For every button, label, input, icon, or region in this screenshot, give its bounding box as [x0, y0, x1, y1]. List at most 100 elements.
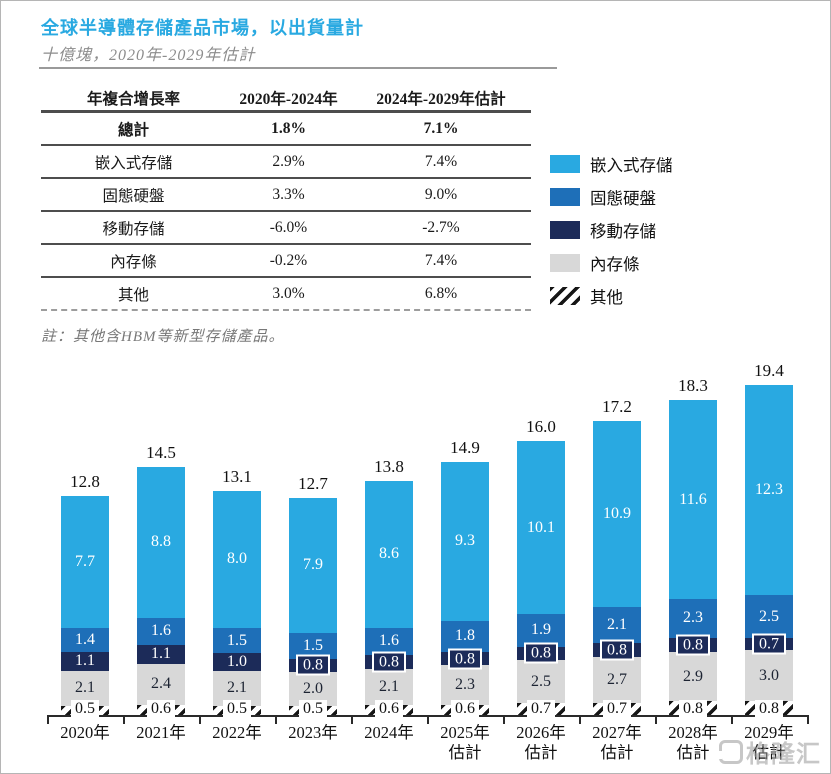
segment-value-label: 7.9 [303, 556, 323, 574]
bar-segment-other: 0.5 [61, 699, 109, 718]
bar-segment-ssd: 1.6 [137, 617, 185, 645]
x-axis-label-line: 2020年 [60, 723, 110, 742]
legend-label: 移動存儲 [590, 222, 656, 241]
row-cagr-2020-2024: 3.3% [272, 185, 305, 203]
x-axis-label-line: 估計 [676, 743, 710, 762]
legend-label: 其他 [590, 288, 623, 307]
segment-value-label: 0.8 [372, 651, 406, 673]
bar-segment-embedded: 8.0 [213, 490, 261, 628]
row-label: 內存條 [110, 253, 157, 271]
bar-segment-ssd: 1.4 [61, 627, 109, 652]
segment-value-label: 10.9 [603, 505, 631, 523]
segment-value-label: 1.6 [379, 632, 399, 650]
bar-total-label: 18.3 [678, 376, 708, 396]
bar-segment-ssd: 1.9 [517, 614, 565, 647]
segment-value-label: 2.1 [227, 679, 247, 697]
x-axis-label: 2025年 估計 [425, 723, 505, 763]
segment-value-label: 0.7 [603, 699, 631, 718]
watermark-text: 格隆汇 [746, 741, 821, 768]
bar-segment-embedded: 10.9 [593, 420, 641, 608]
bar-segment-other: 0.6 [137, 699, 185, 718]
cagr-header-metric: 年複合增長率 [86, 90, 180, 108]
segment-value-label: 2.9 [683, 667, 703, 685]
x-axis-tick [275, 715, 277, 724]
x-axis-tick [123, 715, 125, 724]
watermark: 格隆汇 [718, 734, 821, 769]
bar-segment-memory: 3.0 [745, 650, 793, 702]
bar-segment-memory: 2.1 [61, 670, 109, 707]
segment-value-label: 0.8 [676, 634, 710, 656]
bar-segment-mobile: 1.1 [137, 644, 185, 664]
bar-segment-other: 0.6 [441, 699, 489, 718]
legend-label: 固態硬盤 [590, 189, 656, 208]
x-axis-tick [655, 715, 657, 724]
row-label: 總計 [117, 121, 149, 139]
table-row: 嵌入式存儲 2.9% 7.4% [41, 146, 531, 179]
segment-value-label: 0.8 [448, 648, 482, 670]
row-label: 嵌入式存儲 [94, 154, 173, 172]
cagr-table: 年複合增長率 2020年-2024年 2024年-2029年估計 總計 1.8% 7… [41, 85, 531, 311]
legend-item: 嵌入式存儲 [550, 154, 673, 175]
row-cagr-2024-2029: 6.8% [424, 284, 458, 302]
bar-segment-ssd: 2.5 [745, 595, 793, 639]
x-axis-tick [731, 715, 733, 724]
row-cagr-2020-2024: -0.2% [269, 251, 308, 269]
bar-segment-mobile: 0.8 [289, 654, 337, 676]
segment-value-label: 1.1 [151, 645, 171, 663]
bar-segment-other: 0.8 [745, 699, 793, 718]
bar-segment-embedded: 7.9 [289, 497, 337, 633]
bar-segment-memory: 2.9 [669, 651, 717, 702]
bar-segment-other: 0.5 [213, 699, 261, 718]
table-row: 固態硬盤 3.3% 9.0% [41, 179, 531, 212]
segment-value-label: 0.6 [451, 699, 479, 718]
segment-value-label: 2.0 [303, 680, 323, 698]
bar-segment-memory: 2.5 [517, 660, 565, 704]
bar-segment-embedded: 10.1 [517, 441, 565, 615]
bar-total-label: 16.0 [526, 417, 556, 437]
legend-label: 內存條 [590, 255, 640, 274]
legend-item: 固態硬盤 [550, 187, 656, 208]
x-axis-label-line: 估計 [448, 743, 482, 762]
segment-value-label: 0.6 [147, 699, 175, 718]
table-row: 其他 3.0% 6.8% [41, 278, 531, 311]
segment-value-label: 0.8 [679, 699, 707, 718]
bar-segment-other: 0.5 [289, 699, 337, 718]
segment-value-label: 2.7 [607, 670, 627, 688]
page-title: 全球半導體存儲產品市場，以出貨量計 [41, 18, 364, 38]
segment-value-label: 2.1 [379, 677, 399, 695]
x-axis-label-line: 2025年 [440, 723, 490, 742]
bar-segment-embedded: 8.8 [137, 467, 185, 618]
bar-segment-mobile: 1.1 [61, 651, 109, 671]
segment-value-label: 2.3 [683, 609, 703, 627]
legend-swatch-embedded [550, 155, 580, 173]
bar-segment-mobile: 0.8 [517, 642, 565, 664]
bar-segment-other: 0.7 [593, 699, 641, 718]
bar-segment-mobile: 0.7 [745, 633, 793, 655]
segment-value-label: 1.1 [75, 652, 95, 670]
bar-segment-mobile: 0.8 [669, 634, 717, 656]
bar-segment-ssd: 2.1 [593, 607, 641, 644]
segment-value-label: 0.8 [600, 639, 634, 661]
legend-item: 其他 [550, 286, 623, 307]
x-axis-label: 2020年 [45, 723, 125, 743]
x-axis-tick [199, 715, 201, 724]
segment-value-label: 0.8 [755, 699, 783, 718]
x-axis-label: 2024年 [349, 723, 429, 743]
segment-value-label: 1.5 [303, 636, 323, 654]
bar-segment-mobile: 0.8 [441, 648, 489, 670]
x-axis-tick [579, 715, 581, 724]
table-row: 總計 1.8% 7.1% [41, 113, 531, 146]
x-axis-label-line: 估計 [752, 743, 786, 762]
segment-value-label: 7.7 [75, 552, 95, 570]
bar-segment-other: 0.8 [669, 699, 717, 718]
bar-segment-other: 0.6 [365, 699, 413, 718]
segment-value-label: 10.1 [527, 518, 555, 536]
segment-value-label: 8.8 [151, 533, 171, 551]
x-axis-label: 2026年 估計 [501, 723, 581, 763]
x-axis-label: 2029年 估計 [729, 723, 809, 763]
bar-total-label: 13.1 [222, 466, 252, 486]
segment-value-label: 8.6 [379, 545, 399, 563]
footnote: 註：其他含HBM等新型存儲產品。 [41, 329, 285, 345]
row-cagr-2020-2024: -6.0% [269, 218, 308, 236]
x-axis-label: 2022年 [197, 723, 277, 743]
